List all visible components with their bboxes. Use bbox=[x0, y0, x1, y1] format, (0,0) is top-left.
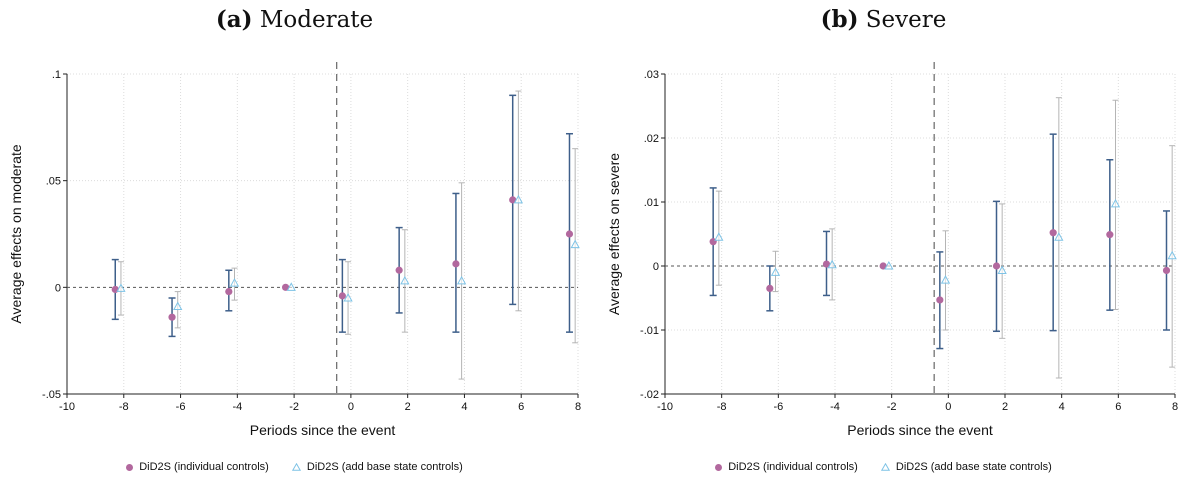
y-tick-label: .1 bbox=[52, 69, 61, 81]
legend-item-individual: DiD2S (individual controls) bbox=[126, 461, 269, 473]
point-base-state-controls bbox=[884, 260, 894, 270]
legend-label: DiD2S (individual controls) bbox=[728, 461, 858, 473]
x-tick-label: -10 bbox=[657, 401, 673, 413]
x-tick-label: 6 bbox=[518, 401, 524, 413]
point-individual-controls bbox=[1106, 231, 1114, 239]
x-tick-label: 2 bbox=[405, 401, 411, 413]
point-base-state-controls bbox=[1110, 198, 1121, 208]
point-individual-controls bbox=[281, 283, 290, 291]
point-individual-controls bbox=[879, 262, 887, 270]
x-tick-label: -6 bbox=[176, 401, 186, 413]
panel-title: (a) Moderate bbox=[0, 6, 589, 33]
panel-title-text: Moderate bbox=[252, 7, 374, 33]
x-tick-label: 0 bbox=[945, 401, 951, 413]
x-axis-label: Periods since the event bbox=[250, 422, 396, 438]
x-tick-label: -4 bbox=[232, 401, 242, 413]
y-tick-label: .05 bbox=[46, 176, 61, 188]
point-individual-controls bbox=[766, 284, 774, 292]
point-individual-controls bbox=[1162, 266, 1171, 275]
panel-severe: (b) Severe -10 -8 -6 -4 -2 0 2 4 6 8 -.02 -.01 0 .01.… bbox=[589, 0, 1178, 480]
chart-legend: DiD2S (individual controls) DiD2S (add b… bbox=[589, 461, 1178, 473]
x-tick-label: -2 bbox=[887, 401, 897, 413]
legend-label: DiD2S (add base state controls) bbox=[895, 461, 1052, 473]
y-tick-label: -.01 bbox=[640, 325, 659, 337]
point-base-state-controls bbox=[229, 278, 240, 287]
point-individual-controls bbox=[509, 196, 517, 204]
point-base-state-controls bbox=[400, 275, 410, 285]
legend-circle-marker bbox=[126, 463, 134, 471]
panel-title-label: (a) bbox=[215, 6, 253, 33]
y-tick-label: .01 bbox=[644, 197, 659, 209]
x-tick-label: 4 bbox=[1059, 401, 1065, 413]
x-tick-label: 8 bbox=[575, 401, 581, 413]
point-individual-controls bbox=[565, 230, 574, 238]
point-base-state-controls bbox=[714, 232, 724, 241]
point-individual-controls bbox=[936, 296, 944, 304]
point-individual-controls bbox=[168, 313, 176, 321]
legend-item-individual: DiD2S (individual controls) bbox=[715, 461, 858, 473]
x-tick-label: 4 bbox=[461, 401, 467, 413]
x-tick-label: -10 bbox=[59, 401, 75, 413]
panel-title: (b) Severe bbox=[589, 6, 1178, 33]
legend-circle-marker bbox=[715, 463, 723, 471]
point-base-state-controls bbox=[1054, 232, 1064, 241]
point-base-state-controls bbox=[1167, 250, 1177, 260]
x-tick-label: 0 bbox=[348, 401, 354, 413]
y-tick-label: .02 bbox=[644, 133, 659, 145]
panel-title-text: Severe bbox=[858, 7, 947, 33]
point-base-state-controls bbox=[997, 265, 1007, 274]
x-axis-label: Periods since the event bbox=[847, 422, 993, 438]
x-tick-label: -2 bbox=[289, 401, 299, 413]
point-base-state-controls bbox=[286, 282, 296, 291]
y-tick-label: -.02 bbox=[640, 389, 659, 401]
legend-item-base-state: DiD2S (add base state controls) bbox=[291, 461, 463, 473]
point-base-state-controls bbox=[173, 301, 183, 311]
x-tick-label: -6 bbox=[773, 401, 783, 413]
legend-triangle-marker bbox=[880, 463, 890, 471]
x-tick-label: -8 bbox=[119, 401, 129, 413]
point-individual-controls bbox=[992, 262, 1001, 270]
point-base-state-controls bbox=[770, 267, 781, 276]
panel-title-label: (b) bbox=[820, 6, 859, 33]
point-base-state-controls bbox=[343, 292, 353, 302]
legend-label: DiD2S (individual controls) bbox=[139, 461, 269, 473]
panel-moderate: (a) Moderate -10 -8 -6 -4 -2 0 2 4 6 8 -.05 0 .05 .1 P… bbox=[0, 6, 589, 473]
point-individual-controls bbox=[1049, 229, 1057, 237]
point-base-state-controls bbox=[513, 194, 524, 204]
point-individual-controls bbox=[822, 260, 831, 268]
y-axis-label: Average effects on severe bbox=[606, 153, 622, 315]
chart-legend: DiD2S (individual controls) DiD2S (add b… bbox=[0, 461, 589, 473]
y-tick-label: 0 bbox=[653, 261, 659, 273]
x-tick-label: 8 bbox=[1172, 401, 1178, 413]
y-axis-label: Average effects on moderate bbox=[8, 144, 24, 323]
y-tick-label: 0 bbox=[55, 282, 61, 294]
legend-label: DiD2S (add base state controls) bbox=[306, 461, 463, 473]
legend-item-base-state: DiD2S (add base state controls) bbox=[880, 461, 1052, 473]
point-base-state-controls bbox=[940, 275, 951, 284]
x-tick-label: -4 bbox=[830, 401, 840, 413]
point-individual-controls bbox=[452, 260, 460, 268]
point-individual-controls bbox=[225, 288, 233, 296]
point-individual-controls bbox=[338, 292, 346, 300]
y-tick-label: .03 bbox=[644, 69, 659, 81]
point-individual-controls bbox=[395, 266, 403, 274]
point-base-state-controls bbox=[456, 275, 467, 285]
chart-moderate: -10 -8 -6 -4 -2 0 2 4 6 8 -.05 0 .05 .1 Periods since … bbox=[8, 62, 581, 438]
x-tick-label: -8 bbox=[717, 401, 727, 413]
point-base-state-controls bbox=[827, 259, 837, 269]
point-base-state-controls bbox=[116, 283, 126, 292]
legend-triangle-marker bbox=[291, 463, 301, 471]
x-tick-label: 2 bbox=[1002, 401, 1008, 413]
chart-severe: -10 -8 -6 -4 -2 0 2 4 6 8 -.02 -.01 0 .01 .02 .03 Period… bbox=[606, 62, 1178, 438]
y-tick-label: -.05 bbox=[42, 389, 61, 401]
x-tick-label: 6 bbox=[1115, 401, 1121, 413]
point-base-state-controls bbox=[570, 239, 580, 249]
